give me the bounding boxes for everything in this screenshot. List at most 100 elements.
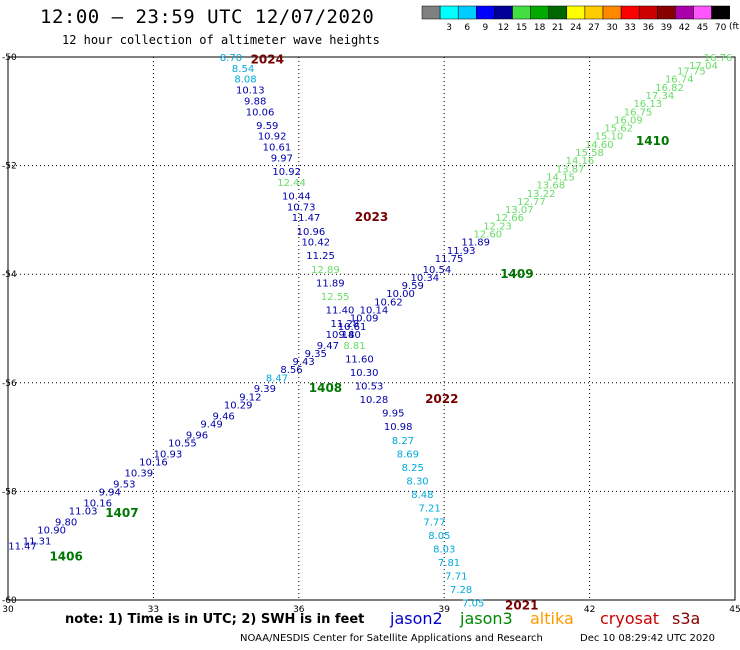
wave-height-label: 10.73	[287, 202, 316, 213]
pass-time-label: 2023	[355, 210, 388, 224]
colorbar-swatch	[494, 5, 513, 20]
wave-height-label: 16.13	[633, 99, 662, 110]
wave-height-label: 13.07	[505, 205, 534, 216]
colorbar-swatch	[512, 5, 531, 20]
plot-frame	[7, 56, 736, 601]
wave-height-label: 15.58	[575, 148, 604, 159]
wave-height-label: 14.16	[566, 156, 595, 167]
wave-height-label: 10.44	[282, 191, 311, 202]
pass-time-label: 2021	[505, 598, 538, 612]
pass-time-label: 1407	[105, 506, 138, 520]
wave-height-label: 9.88	[244, 96, 266, 107]
wave-height-label: 10.06	[246, 107, 275, 118]
colorbar-label: 18	[534, 23, 546, 33]
colorbar-label: 15	[516, 23, 527, 33]
wave-height-label: 8.30	[406, 477, 428, 488]
wave-height-label: 12.60	[473, 229, 502, 240]
wave-height-label: 10.39	[125, 468, 154, 479]
wave-height-label: 13.22	[527, 189, 556, 200]
x-tick-label: 39	[438, 605, 450, 615]
wave-height-label: 10.54	[423, 265, 452, 276]
legend-jason2: jason2	[390, 609, 443, 628]
colorbar-label: 12	[498, 23, 509, 33]
pass-time-label: 1410	[636, 134, 669, 148]
wave-height-label: 9.95	[382, 409, 404, 420]
colorbar-swatch	[566, 5, 586, 20]
credit: NOAA/NESDIS Center for Satellite Applica…	[240, 633, 543, 644]
colorbar-swatch	[476, 5, 495, 20]
wave-height-label: 10.42	[301, 238, 330, 249]
wave-height-label: 11.89	[316, 278, 345, 289]
wave-height-label: 8.69	[397, 449, 419, 460]
wave-height-label: 11.75	[435, 254, 464, 265]
wave-height-label: 14.15	[546, 172, 575, 183]
colorbar-swatch	[693, 5, 712, 20]
wave-height-label: 10.34	[410, 273, 439, 284]
wave-height-label: 11.28	[331, 319, 360, 330]
pass-time-label: 2022	[425, 392, 458, 406]
colorbar-label: 27	[588, 23, 599, 33]
colorbar-swatch	[530, 5, 549, 20]
wave-height-label: 10.29	[224, 401, 253, 412]
wave-height-label: 12.55	[321, 292, 350, 303]
chart-subtitle: 12 hour collection of altimeter wave hei…	[62, 33, 380, 47]
colorbar-label: 42	[679, 23, 690, 33]
wave-height-label: 8.25	[402, 463, 424, 474]
colorbar-swatch	[457, 5, 477, 20]
legend-s3a: s3a	[672, 609, 701, 628]
x-tick-label: 45	[729, 605, 740, 615]
wave-height-label: 12.44	[277, 178, 306, 189]
colorbar-label: 3	[446, 23, 452, 33]
wave-height-label: 11.31	[23, 536, 52, 547]
wave-height-label: 16.75	[624, 107, 653, 118]
wave-height-label: 9.96	[186, 430, 208, 441]
wave-height-label: 8.81	[343, 341, 365, 352]
wave-height-label: 10.28	[360, 395, 389, 406]
wave-height-label: 16.76	[704, 53, 733, 64]
wave-height-label: 9.59	[402, 281, 424, 292]
x-tick-label: 42	[584, 605, 595, 615]
wave-height-label: 10.98	[384, 422, 413, 433]
wave-height-label: 9.12	[239, 392, 261, 403]
chart-title: 12:00 – 23:59 UTC 12/07/2020	[40, 6, 375, 28]
pass-time-label: 1408	[309, 381, 342, 395]
wave-height-label: 9.49	[200, 420, 222, 431]
colorbar-swatch	[675, 5, 694, 20]
colorbar-label: 33	[624, 23, 635, 33]
footer-note: note: 1) Time is in UTC; 2) SWH is in fe…	[65, 612, 365, 627]
wave-height-label: 8.48	[411, 490, 433, 501]
colorbar-unit: (ft)	[729, 22, 740, 32]
wave-height-label: 8.54	[232, 64, 254, 75]
wave-height-label: 11.25	[306, 251, 335, 262]
wave-height-label: 17.75	[677, 67, 706, 78]
wave-height-label: 13.68	[537, 181, 566, 192]
wave-height-label: 10.53	[355, 382, 384, 393]
wave-height-label: 11.93	[447, 246, 476, 257]
wave-height-label: 10.13	[236, 86, 265, 97]
pass-time-label: 1409	[500, 267, 533, 281]
wave-height-label: 12.66	[495, 213, 524, 224]
wave-height-label: 8.70	[220, 53, 242, 64]
y-tick-label: -60	[2, 596, 17, 606]
wave-height-label: 10.14	[326, 330, 355, 341]
wave-height-label: 10.61	[338, 322, 367, 333]
wave-height-label: 17.34	[646, 91, 675, 102]
y-tick-label: -52	[2, 162, 17, 172]
colorbar-label: 9	[482, 23, 488, 33]
wave-height-label: 9.35	[305, 349, 327, 360]
wave-height-label: 8.05	[428, 531, 450, 542]
wave-height-label: 10.16	[139, 458, 168, 469]
wave-height-label: 10.00	[386, 289, 415, 300]
colorbar-swatch	[620, 5, 640, 20]
wave-height-label: 9.53	[113, 479, 135, 490]
wave-height-label: 10.09	[350, 314, 379, 325]
wave-height-label: 10.30	[350, 368, 379, 379]
colorbar-label: 21	[552, 23, 563, 33]
wave-height-label: 9.80	[339, 330, 361, 341]
legend-altika: altika	[530, 609, 574, 628]
wave-height-label: 9.59	[256, 121, 278, 132]
x-tick-label: 36	[293, 605, 305, 615]
y-tick-label: -56	[2, 379, 17, 389]
wave-height-label: 9.46	[213, 411, 235, 422]
